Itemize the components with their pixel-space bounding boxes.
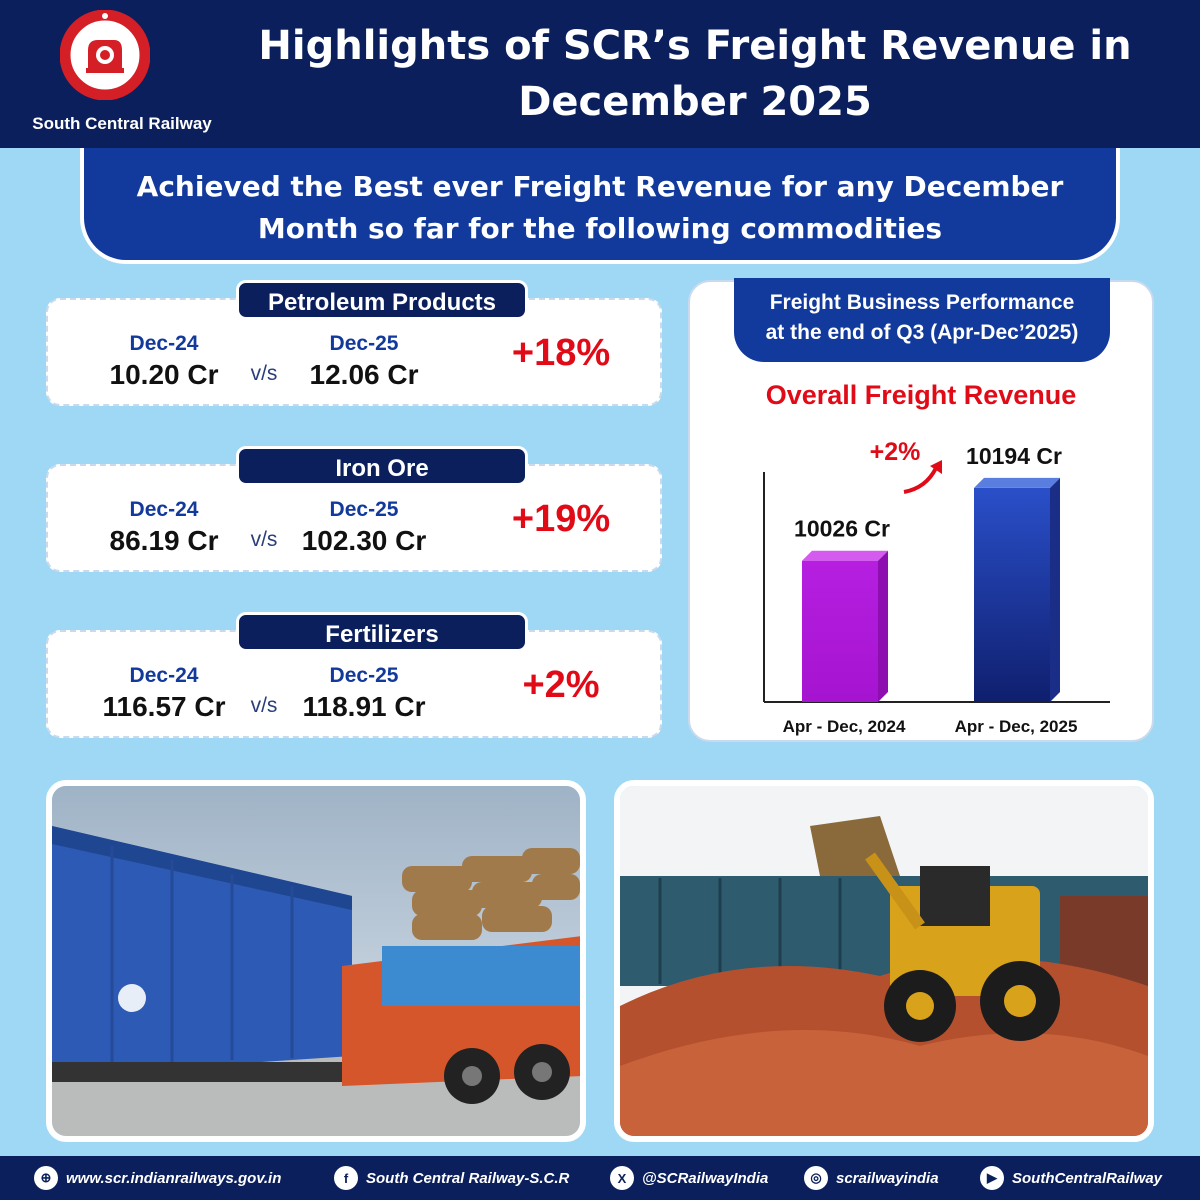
commodity-name: Iron Ore <box>236 446 528 486</box>
category-label: Apr - Dec, 2025 <box>955 717 1078 736</box>
prev-label: Dec-24 <box>129 664 199 687</box>
prev-value: 86.19 Cr <box>109 525 219 556</box>
page-title: Highlights of SCR’s Freight Revenue in D… <box>258 23 1132 125</box>
panel-heading-line-1: Freight Business Performance <box>769 291 1075 314</box>
instagram-icon: ◎ <box>804 1166 828 1190</box>
footer-youtube-text: SouthCentralRailway <box>1012 1169 1163 1187</box>
curr-label: Dec-25 <box>329 332 399 355</box>
banner-line-1: Achieved the Best ever Freight Revenue f… <box>136 170 1064 203</box>
curr-value: 12.06 Cr <box>309 359 419 390</box>
footer-youtube[interactable]: ▶ SouthCentralRailway <box>980 1156 1162 1200</box>
bar <box>802 560 878 702</box>
photo-iron-ore-loading <box>614 780 1154 1142</box>
prev-column: Dec-24 10.20 Cr <box>94 332 234 394</box>
prev-value: 116.57 Cr <box>102 691 226 722</box>
x-icon: X <box>610 1166 634 1190</box>
footer-website-text: www.scr.indianrailways.gov.in <box>66 1169 282 1187</box>
vs-label: v/s <box>250 694 278 717</box>
logo-caption: South Central Railway <box>32 114 212 133</box>
prev-column: Dec-24 86.19 Cr <box>94 498 234 560</box>
prev-label: Dec-24 <box>129 332 199 355</box>
commodity-name: Fertilizers <box>236 612 528 652</box>
revenue-bar-chart: 10026 Cr Apr - Dec, 2024 10194 Cr Apr - Dec… <box>763 438 1110 736</box>
prev-column: Dec-24 116.57 Cr <box>94 664 234 726</box>
iron-ore-loading-image <box>620 786 1148 1136</box>
curr-label: Dec-25 <box>329 498 399 521</box>
change-percent: +19% <box>511 498 611 540</box>
youtube-icon: ▶ <box>980 1166 1004 1190</box>
prev-value: 10.20 Cr <box>109 359 219 390</box>
curr-column: Dec-25 12.06 Cr <box>294 332 434 394</box>
bar-side <box>878 550 888 702</box>
curr-label: Dec-25 <box>329 664 399 687</box>
change-percent: +18% <box>511 332 611 374</box>
curr-value: 102.30 Cr <box>301 525 427 556</box>
indian-railways-logo <box>60 10 150 100</box>
growth-arrow-head <box>930 460 942 474</box>
growth-annotation: +2% <box>870 438 921 466</box>
commodity-card-iron-ore: Iron Ore Dec-24 86.19 Cr v/s Dec-25 102.… <box>46 446 662 572</box>
category-label: Apr - Dec, 2024 <box>783 717 906 736</box>
freight-performance-panel: Freight Business Performance at the end … <box>688 278 1154 742</box>
panel-heading-line-2: at the end of Q3 (Apr-Dec’2025) <box>765 321 1079 344</box>
footer-website[interactable]: ⊕ www.scr.indianrailways.gov.in <box>34 1156 281 1200</box>
bar-top <box>974 477 1060 488</box>
commodity-card-fertilizers: Fertilizers Dec-24 116.57 Cr v/s Dec-25 … <box>46 612 662 738</box>
vs-label: v/s <box>250 528 278 551</box>
prev-label: Dec-24 <box>129 498 199 521</box>
vs-label: v/s <box>250 362 278 385</box>
change-percent: +2% <box>522 664 600 706</box>
chart-title: Overall Freight Revenue <box>765 380 1077 410</box>
bar <box>974 487 1050 702</box>
growth-arrow <box>903 467 938 494</box>
footer-facebook[interactable]: f South Central Railway-S.C.R <box>334 1156 569 1200</box>
photo-fertilizer-loading <box>46 780 586 1142</box>
footer-instagram[interactable]: ◎ scrailwayindia <box>804 1156 939 1200</box>
curr-value: 118.91 Cr <box>302 691 426 722</box>
subtitle-banner: Achieved the Best ever Freight Revenue f… <box>80 148 1120 264</box>
bar-value-label: 10194 Cr <box>966 443 1062 469</box>
commodity-card-petroleum: Petroleum Products Dec-24 10.20 Cr v/s D… <box>46 280 662 406</box>
bar-top <box>802 550 888 561</box>
footer-instagram-text: scrailwayindia <box>836 1169 939 1187</box>
curr-column: Dec-25 102.30 Cr <box>294 498 434 560</box>
footer: ⊕ www.scr.indianrailways.gov.in f South … <box>0 1156 1200 1200</box>
banner-line-2: Month so far for the following commoditi… <box>257 212 943 245</box>
bar-side <box>1050 477 1060 702</box>
panel-heading: Freight Business Performance at the end … <box>734 278 1110 362</box>
commodity-name: Petroleum Products <box>236 280 528 320</box>
header: South Central Railway Highlights of SCR’… <box>0 0 1200 148</box>
fertilizer-loading-image <box>52 786 580 1136</box>
footer-x-text: @SCRailwayIndia <box>642 1169 769 1187</box>
facebook-icon: f <box>334 1166 358 1190</box>
curr-column: Dec-25 118.91 Cr <box>294 664 434 726</box>
footer-facebook-text: South Central Railway-S.C.R <box>366 1169 570 1187</box>
bar-value-label: 10026 Cr <box>794 516 890 542</box>
footer-x[interactable]: X @SCRailwayIndia <box>610 1156 768 1200</box>
globe-icon: ⊕ <box>34 1166 58 1190</box>
banner-text: Achieved the Best ever Freight Revenue f… <box>84 166 1116 250</box>
